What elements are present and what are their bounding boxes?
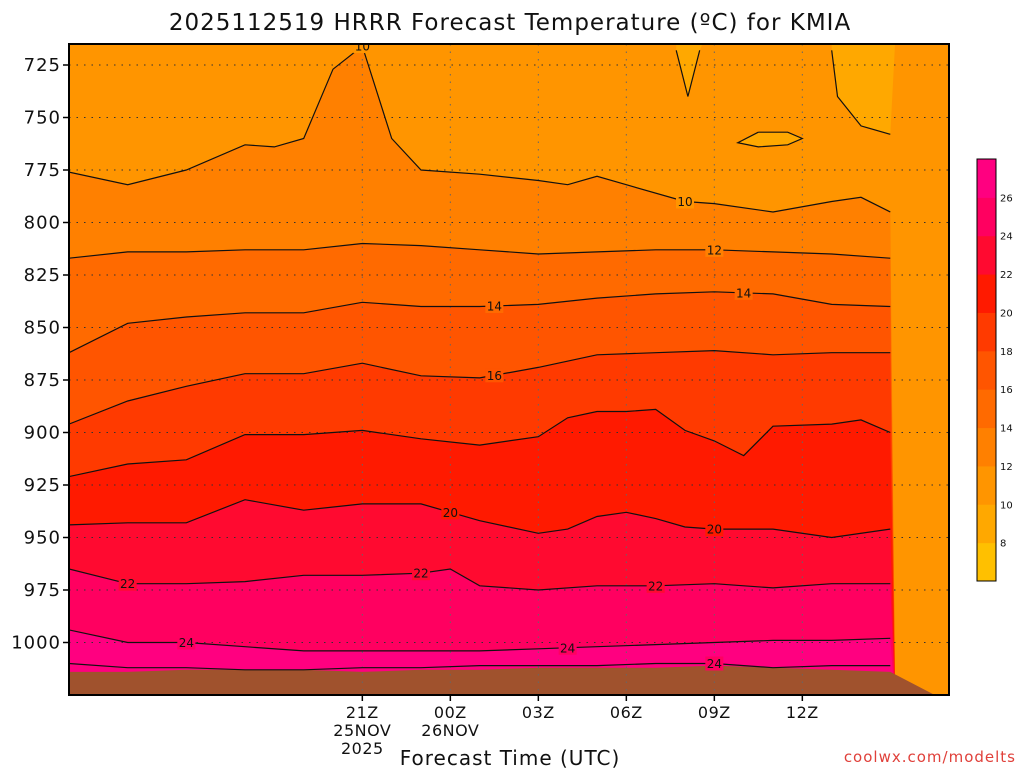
colorbar-swatch (977, 350, 996, 390)
contour-label-22: 22 (120, 577, 135, 591)
y-tick-label-800: 800 (24, 213, 61, 234)
contour-label-14: 14 (736, 286, 751, 300)
x-tick-label-09Z: 09Z (698, 703, 731, 722)
x-tick-year: 2025 (341, 739, 384, 758)
contour-line-layer: 10 10 12 14 14 16 20 20 22 22 22 24 24 24 (69, 40, 891, 671)
colorbar-label-24: 24 (1000, 232, 1013, 243)
x-tick-date: 25NOV (333, 721, 391, 740)
contour-line-8 (675, 50, 701, 97)
x-axis-label: Forecast Time (UTC) (400, 746, 621, 768)
colorbar-label-14: 14 (1000, 424, 1013, 435)
cold-pocket-0 (831, 44, 896, 135)
contour-label-10: 10 (355, 40, 370, 54)
contour-line-8 (736, 131, 804, 148)
contour-label-12: 12 (707, 243, 722, 257)
contour-label-22: 22 (413, 567, 428, 581)
colorbar-swatch (977, 427, 996, 467)
contour-fill-layer (69, 44, 949, 695)
contour-label-bg (676, 194, 694, 209)
contour-label-bg (558, 640, 577, 655)
contour-label-20: 20 (707, 523, 722, 537)
colorbar-swatch (977, 465, 996, 505)
contour-label-bg (353, 44, 372, 54)
contour-label-20: 20 (443, 506, 458, 520)
colorbar-label-26: 26 (1000, 193, 1013, 204)
contour-label-14: 14 (487, 299, 502, 313)
colorbar-label-18: 18 (1000, 347, 1013, 358)
contour-label-bg (705, 656, 724, 671)
colorbar-swatch (977, 274, 996, 313)
y-tick-label-775: 775 (24, 160, 61, 181)
contour-line-10 (69, 45, 891, 213)
contour-label-bg (646, 578, 665, 593)
colorbar-label-16: 16 (1000, 385, 1013, 396)
x-tick-label-03Z: 03Z (522, 703, 555, 722)
y-tick-label-925: 925 (24, 475, 61, 496)
y-tick-label-900: 900 (24, 423, 61, 444)
contour-label-bg (118, 576, 137, 591)
contour-label-bg (177, 635, 196, 650)
contour-label-22: 22 (648, 579, 663, 593)
contour-line-20 (69, 499, 891, 539)
colorbar-swatch (977, 542, 996, 582)
x-tick-date: 26NOV (421, 721, 479, 740)
contour-line-18 (69, 408, 891, 478)
colorbar-label-22: 22 (1000, 270, 1013, 281)
contour-line-24 (69, 662, 891, 671)
contour-label-10: 10 (677, 195, 692, 209)
ground-fill (69, 665, 935, 695)
colorbar-label-12: 12 (1000, 462, 1013, 473)
contour-label-24: 24 (179, 636, 194, 650)
chart-title: 2025112519 HRRR Forecast Temperature (ºC… (169, 10, 851, 36)
contour-label-bg (485, 298, 504, 313)
contour-line-8 (831, 50, 891, 135)
colorbar-label-20: 20 (1000, 308, 1013, 319)
colorbar-swatch (977, 197, 996, 237)
contour-label-24: 24 (560, 641, 575, 655)
x-tick-label-12Z: 12Z (786, 703, 819, 722)
colorbar-swatch (977, 389, 996, 429)
contour-label-bg (485, 368, 504, 383)
colorbar-swatch (977, 312, 996, 352)
cold-pocket-2 (676, 44, 703, 97)
contour-label-bg (441, 505, 460, 520)
colorbar-frame (976, 158, 997, 582)
y-tick-label-975: 975 (24, 580, 61, 601)
colorbar-label-8: 8 (1000, 539, 1006, 550)
contour-label-bg (705, 522, 724, 537)
y-tick-label-950: 950 (24, 528, 61, 549)
y-tick-label-850: 850 (24, 318, 61, 339)
contour-line-22 (69, 568, 891, 591)
colorbar-swatch (977, 159, 996, 198)
x-tick-label-21Z: 21Z (346, 703, 379, 722)
x-tick-label-06Z: 06Z (610, 703, 643, 722)
contour-line-16 (69, 349, 891, 425)
axis-layer: 725 750 775 800 825 850 875 900 925 950 975 1000 21Z… (11, 43, 950, 758)
y-tick-label-875: 875 (24, 370, 61, 391)
contour-label-16: 16 (487, 369, 502, 383)
contour-line-24 (69, 629, 891, 652)
cold-pocket-1 (737, 132, 803, 147)
colorbar-label-10: 10 (1000, 500, 1013, 511)
colorbar-swatch (977, 235, 996, 275)
y-tick-label-750: 750 (24, 108, 61, 129)
colorbar-swatch (977, 504, 996, 544)
y-tick-label-825: 825 (24, 265, 61, 286)
contour-label-bg (734, 285, 753, 300)
contour-label-24: 24 (707, 657, 722, 671)
x-tick-label-00Z: 00Z (434, 703, 467, 722)
y-tick-label-725: 725 (24, 55, 61, 76)
plot-frame (68, 43, 950, 696)
contour-line-12 (69, 242, 891, 259)
colorbar: 8 10 12 14 16 18 20 22 24 26 (976, 158, 1013, 582)
y-tick-label-1000: 1000 (11, 633, 61, 654)
contour-label-bg (705, 242, 724, 257)
credit-link[interactable]: coolwx.com/modelts (844, 748, 1016, 766)
contour-line-14 (69, 291, 891, 354)
contour-label-bg (412, 566, 430, 581)
